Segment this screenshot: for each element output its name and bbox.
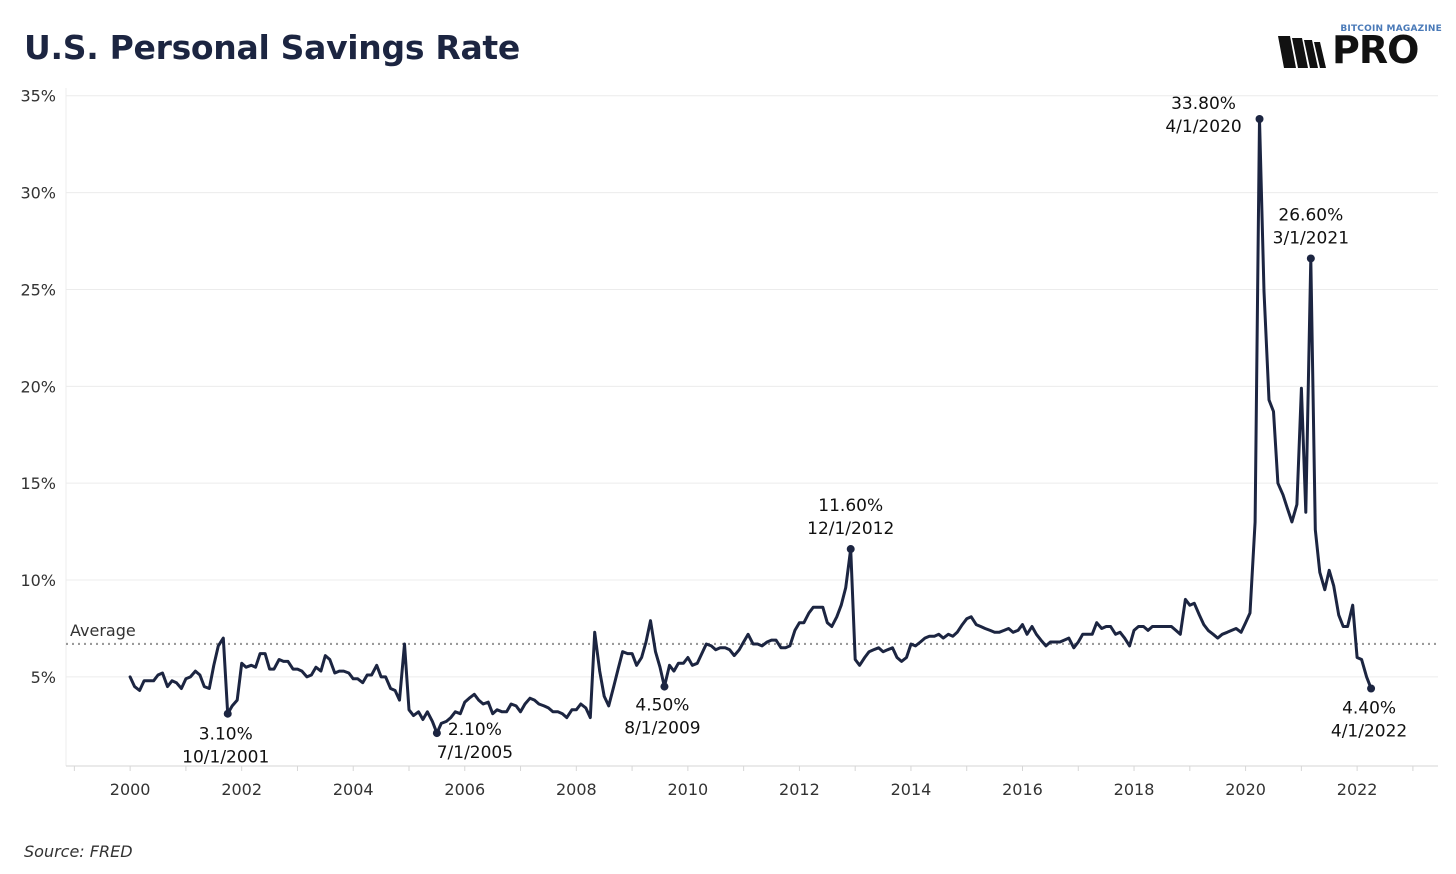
annotation-date: 3/1/2021 bbox=[1273, 228, 1349, 248]
annotation-point bbox=[846, 545, 855, 554]
x-tick-label: 2010 bbox=[668, 780, 709, 799]
annotation-point bbox=[1367, 684, 1376, 693]
annotation-point bbox=[1306, 254, 1315, 263]
y-tick-label: 15% bbox=[20, 474, 56, 493]
axes: 5% 10% 15% 20% 25% 30% 35% 2000 2002 2004 2006 2008… bbox=[20, 87, 1438, 799]
y-tick-label: 20% bbox=[20, 377, 56, 396]
annotation-value: 11.60% bbox=[818, 496, 883, 516]
series-line bbox=[128, 117, 1373, 735]
bitcoin-magazine-pro-icon bbox=[1278, 36, 1326, 68]
x-tick-label: 2012 bbox=[779, 780, 820, 799]
x-tick-label: 2006 bbox=[444, 780, 485, 799]
annotation-date: 10/1/2001 bbox=[182, 748, 269, 768]
x-tick-label: 2002 bbox=[221, 780, 262, 799]
series-line-group bbox=[128, 117, 1373, 735]
logo-main-text: PRO bbox=[1332, 28, 1419, 72]
annotation-point bbox=[432, 729, 441, 738]
annotation-date: 4/1/2022 bbox=[1331, 722, 1407, 742]
y-tick-label: 30% bbox=[20, 184, 56, 203]
bitcoin-magazine-pro-logo: BITCOIN MAGAZINE PRO bbox=[1276, 22, 1446, 74]
annotation-date: 12/1/2012 bbox=[807, 519, 894, 539]
annotation-point bbox=[223, 709, 232, 718]
annotation-value: 3.10% bbox=[199, 725, 253, 745]
source-note: Source: FRED bbox=[24, 842, 133, 861]
y-tick-label: 10% bbox=[20, 571, 56, 590]
annotation-date: 4/1/2020 bbox=[1165, 117, 1241, 137]
x-tick-label: 2014 bbox=[891, 780, 932, 799]
x-tick-label: 2016 bbox=[1002, 780, 1043, 799]
annotation-date: 7/1/2005 bbox=[437, 743, 513, 763]
y-tick-label: 25% bbox=[20, 280, 56, 299]
x-tick-label: 2008 bbox=[556, 780, 597, 799]
annotation-date: 8/1/2009 bbox=[624, 719, 700, 739]
annotation-value: 26.60% bbox=[1278, 205, 1343, 225]
annotations: 3.10% 10/1/2001 2.10% 7/1/2005 4.50% 8/1/2009… bbox=[182, 94, 1407, 768]
x-tick-label: 2018 bbox=[1114, 780, 1155, 799]
x-tick-label: 2022 bbox=[1337, 780, 1378, 799]
chart-title: U.S. Personal Savings Rate bbox=[24, 28, 520, 67]
logo-top-text: BITCOIN MAGAZINE bbox=[1340, 24, 1442, 34]
y-tick-label: 35% bbox=[20, 87, 56, 106]
x-tick-label: 2000 bbox=[110, 780, 151, 799]
annotation-value: 2.10% bbox=[448, 720, 502, 740]
annotation-value: 4.40% bbox=[1342, 699, 1396, 719]
y-tick-label: 5% bbox=[31, 668, 56, 687]
average-label: Average bbox=[70, 621, 136, 640]
annotation-point bbox=[1255, 114, 1264, 123]
annotation-value: 33.80% bbox=[1171, 94, 1236, 114]
annotation-point bbox=[660, 682, 669, 691]
annotation-value: 4.50% bbox=[635, 696, 689, 716]
x-tick-label: 2004 bbox=[333, 780, 374, 799]
gridlines bbox=[65, 88, 1438, 766]
x-tick-label: 2020 bbox=[1225, 780, 1266, 799]
